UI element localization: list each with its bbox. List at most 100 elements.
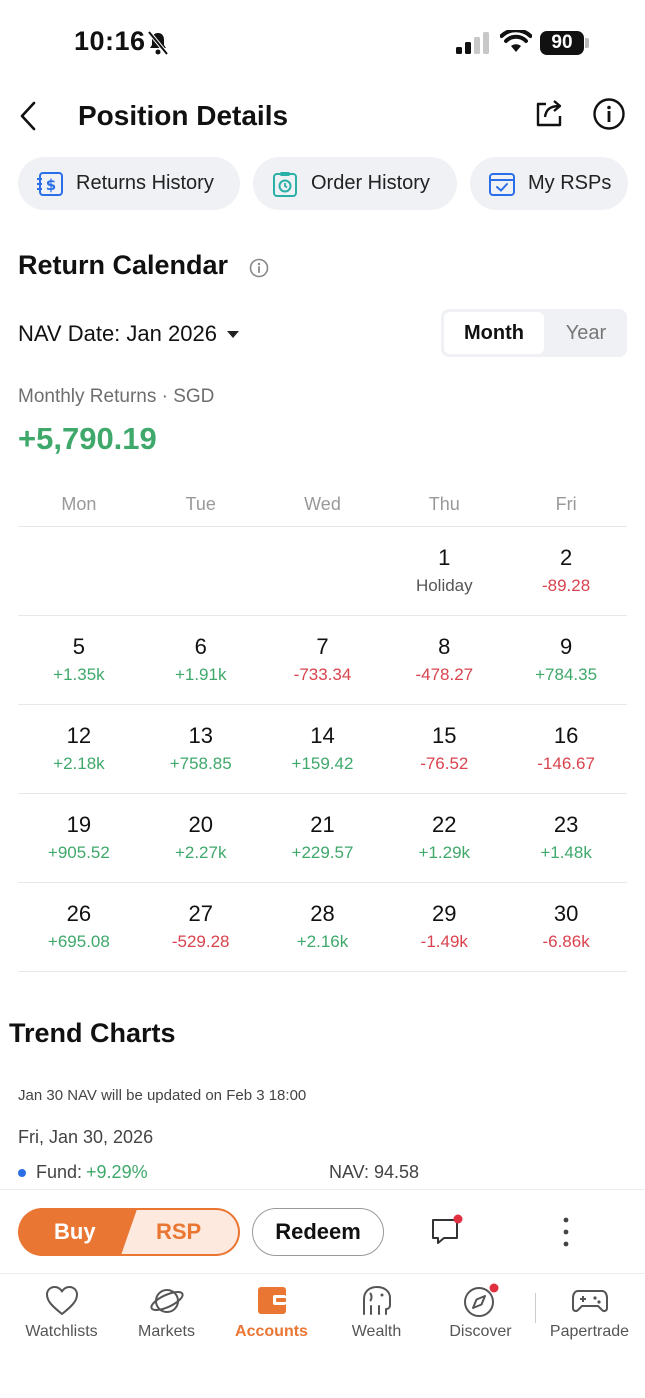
calendar-day-number: 20 [188, 812, 213, 837]
calendar-day-return: -89.28 [541, 576, 591, 595]
calendar-day-number: 23 [553, 812, 579, 837]
calendar-day-cell[interactable]: 29 -1.49k [383, 883, 505, 971]
calendar-day-cell[interactable]: 21 +229.57 [262, 794, 384, 882]
share-icon[interactable] [532, 96, 566, 130]
order-history-chip[interactable]: Order History [253, 157, 457, 210]
chat-icon[interactable] [430, 1214, 464, 1248]
calendar-day-number: 14 [310, 723, 335, 748]
tab-label: Accounts [235, 1323, 308, 1340]
return-calendar-grid: Mon Tue Wed Thu Fri 1 Holiday 2 -89.28 5 +1.3… [18, 484, 627, 972]
nav-date-selector[interactable]: NAV Date: Jan 2026 [18, 321, 239, 347]
fund-legend: Fund: +9.29% [18, 1162, 148, 1183]
calendar-day-number: 13 [188, 723, 213, 748]
calendar-day-cell[interactable]: 6 +1.91k [140, 616, 262, 704]
calendar-day-return: +1.35k [53, 665, 105, 684]
calendar-day-cell[interactable]: 22 +1.29k [383, 794, 505, 882]
calendar-day-cell[interactable]: 5 +1.35k [18, 616, 140, 704]
fund-value: +9.29% [86, 1162, 148, 1182]
fund-label: Fund: [36, 1162, 83, 1182]
calendar-day-return: -478.27 [415, 665, 474, 684]
month-toggle[interactable]: Month [444, 312, 544, 354]
calendar-day-return: -6.86k [542, 932, 590, 951]
calendar-day-number: 12 [66, 723, 92, 748]
fund-series-dot [18, 1168, 26, 1177]
calendar-day-return: +2.27k [174, 843, 227, 862]
weekday-label: Tue [185, 494, 216, 514]
calendar-day-number: 9 [559, 634, 573, 659]
calendar-day-return: +784.35 [535, 665, 598, 684]
year-toggle[interactable]: Year [565, 322, 607, 344]
caret-down-icon [226, 330, 239, 338]
my-rsps-label: My RSPs [528, 172, 612, 194]
bottom-tab-bar: Watchlists Markets Accounts Wealth Disco… [0, 1275, 645, 1398]
back-arrow-icon[interactable] [14, 98, 44, 134]
weekday-label: Fri [555, 494, 577, 514]
calendar-day-number: 28 [310, 901, 335, 926]
calendar-day-number: 7 [316, 634, 329, 659]
more-vertical-icon[interactable] [556, 1216, 576, 1248]
tab-discover[interactable]: Discover [428, 1283, 533, 1341]
svg-text:$: $ [46, 176, 56, 194]
calendar-day-cell[interactable]: 2 -89.28 [505, 527, 627, 615]
tab-label: Watchlists [25, 1323, 98, 1340]
calendar-day-cell [18, 527, 140, 615]
calendar-day-cell[interactable]: 27 -529.28 [140, 883, 262, 971]
calendar-day-number: 15 [432, 723, 457, 748]
calendar-day-cell[interactable]: 15 -76.52 [383, 705, 505, 793]
quick-actions: $ Returns History Order History My RSPs [18, 157, 645, 210]
tab-divider [535, 1293, 536, 1323]
calendar-day-number: 26 [66, 901, 92, 926]
calendar-day-cell[interactable]: 1 Holiday [383, 527, 505, 615]
calendar-day-cell[interactable]: 30 -6.86k [505, 883, 627, 971]
calendar-day-number: 21 [310, 812, 335, 837]
calendar-day-return [18, 573, 140, 599]
returns-history-chip[interactable]: $ Returns History [18, 157, 240, 210]
tab-watchlists[interactable]: Watchlists [9, 1283, 114, 1341]
calendar-day-return: +1.91k [174, 665, 227, 684]
calendar-day-number: 2 [559, 545, 573, 570]
calendar-day-cell[interactable]: 7 -733.34 [262, 616, 384, 704]
calendar-day-return: +905.52 [47, 843, 110, 862]
tab-markets[interactable]: Markets [114, 1283, 219, 1341]
weekday-header: Mon Tue Wed Thu Fri [18, 484, 627, 527]
calendar-day-return: +1.48k [540, 843, 592, 862]
calendar-day-cell[interactable]: 23 +1.48k [505, 794, 627, 882]
rsp-button[interactable]: RSP [120, 1208, 240, 1256]
calendar-day-cell[interactable]: 14 +159.42 [262, 705, 384, 793]
calendar-day-cell[interactable]: 9 +784.35 [505, 616, 627, 704]
info-circle-icon[interactable] [249, 258, 269, 278]
order-history-label: Order History [311, 172, 430, 194]
calendar-day-number: 29 [432, 901, 457, 926]
buy-button[interactable]: Buy [18, 1208, 136, 1256]
wallet-icon [257, 1287, 286, 1314]
calendar-day-cell[interactable]: 28 +2.16k [262, 883, 384, 971]
calendar-week: 19 +905.52 20 +2.27k 21 +229.57 22 +1.29k 23 +1.4… [18, 794, 627, 883]
calendar-week: 1 Holiday 2 -89.28 [18, 527, 627, 616]
calendar-day-cell[interactable]: 26 +695.08 [18, 883, 140, 971]
planet-icon [149, 1289, 184, 1313]
info-icon[interactable] [592, 97, 626, 131]
return-calendar-title: Return Calendar [18, 250, 229, 280]
dollar-document-icon: $ [36, 170, 64, 198]
calendar-day-cell[interactable]: 16 -146.67 [505, 705, 627, 793]
calendar-check-icon [488, 170, 516, 198]
nav-update-note: Jan 30 NAV will be updated on Feb 3 18:0… [18, 1087, 307, 1104]
calendar-day-number: 19 [66, 812, 92, 837]
redeem-button[interactable]: Redeem [252, 1208, 384, 1256]
calendar-day-cell[interactable]: 13 +758.85 [140, 705, 262, 793]
my-rsps-chip[interactable]: My RSPs [470, 157, 628, 210]
calendar-day-cell[interactable]: 20 +2.27k [140, 794, 262, 882]
gamepad-icon [571, 1290, 608, 1313]
tab-accounts[interactable]: Accounts [219, 1283, 324, 1341]
heart-icon [45, 1286, 78, 1315]
bell-slash-icon [147, 30, 169, 56]
calendar-week: 26 +695.08 27 -529.28 28 +2.16k 29 -1.49k 30 -6.8… [18, 883, 627, 972]
calendar-day-cell[interactable]: 19 +905.52 [18, 794, 140, 882]
calendar-day-cell[interactable]: 12 +2.18k [18, 705, 140, 793]
calendar-day-cell[interactable]: 8 -478.27 [383, 616, 505, 704]
tab-wealth[interactable]: Wealth [324, 1283, 429, 1341]
tab-papertrade[interactable]: Papertrade [537, 1283, 642, 1341]
calendar-day-return: +229.57 [291, 843, 354, 862]
trend-date: Fri, Jan 30, 2026 [18, 1127, 154, 1147]
monthly-returns-value: +5,790.19 [18, 421, 157, 456]
